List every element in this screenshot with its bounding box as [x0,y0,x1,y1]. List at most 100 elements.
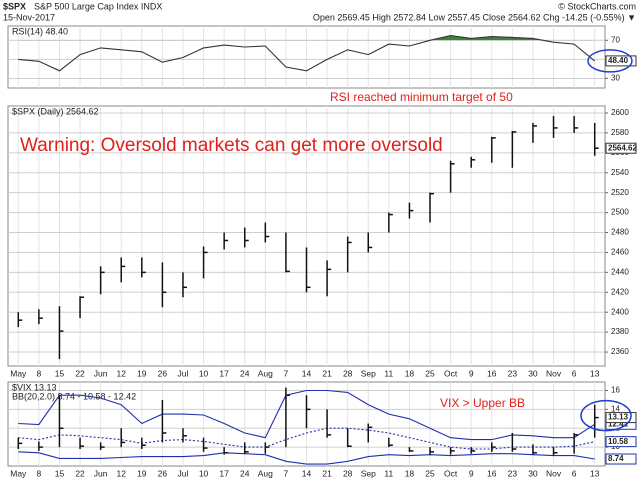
y-tick-label: 2360 [611,347,629,356]
x-tick-label: Nov [546,368,562,378]
value-tag [605,453,637,465]
value-tag-label: 8.74 [608,454,624,463]
x-tick-label: 18 [405,468,415,478]
y-tick-label: 2500 [611,208,629,217]
x-tick-label: 14 [302,468,312,478]
x-tick-label: 8 [37,468,42,478]
highlight-circle [580,399,632,432]
annotation: VIX > Upper BB [440,396,525,410]
x-tick-label: 15 [55,468,65,478]
value-tag-label: 12.42 [608,419,629,428]
x-tick-label: 22 [75,468,85,478]
y-tick-label: 2580 [611,128,629,137]
value-tag-label: 13.13 [608,413,629,422]
x-tick-label: May [10,368,27,378]
value-tag-label: 10.58 [608,437,629,446]
x-tick-label: 24 [240,468,250,478]
y-tick-label: 2380 [611,327,629,336]
x-tick-label: Oct [444,368,458,378]
value-tag-label: 2564.62 [608,143,637,152]
x-tick-label: 28 [343,468,353,478]
value-tag [605,412,637,424]
x-tick-label: 19 [137,468,147,478]
copyright: © StockCharts.com [558,1,636,11]
x-tick-label: 10 [199,468,209,478]
y-tick-label: 2460 [611,248,629,257]
x-tick-label: Sep [361,368,376,378]
x-tick-label: 16 [487,468,497,478]
x-tick-label: 11 [384,468,393,478]
x-tick-label: 14 [302,368,312,378]
panel-subtitle: BB(20,2.0) 8.74 - 10.58 - 12.42 [12,391,136,401]
x-tick-label: 22 [75,368,85,378]
x-tick-label: 21 [322,468,332,478]
quote: Open 2569.45 High 2572.84 Low 2557.45 Cl… [313,12,636,22]
y-tick-label: 70 [611,35,620,44]
x-tick-label: 25 [425,368,435,378]
x-tick-label: 12 [116,468,126,478]
y-tick-label: 2520 [611,188,629,197]
value-tag [605,55,637,67]
x-tick-label: Aug [258,368,273,378]
x-tick-label: 10 [199,368,209,378]
x-tick-label: 13 [590,368,600,378]
rsi-line [18,34,596,72]
y-tick-label: 14 [611,404,620,413]
x-tick-label: 30 [528,468,538,478]
x-tick-label: 25 [425,468,435,478]
x-tick-label: 6 [572,368,577,378]
x-tick-label: 6 [572,468,577,478]
x-tick-label: 18 [405,368,415,378]
x-tick-label: 13 [590,468,600,478]
panel-title: $VIX 13.13 [12,382,57,392]
highlight-circle [587,49,633,73]
x-tick-label: 30 [528,368,538,378]
x-tick-label: Nov [546,468,562,478]
x-tick-label: 26 [158,368,168,378]
upper-band [18,389,595,441]
x-tick-label: 28 [343,368,353,378]
x-tick-label: 23 [508,468,518,478]
x-tick-label: 21 [322,368,332,378]
x-tick-label: 24 [240,368,250,378]
x-tick-label: Jun [94,468,108,478]
y-tick-label: 2400 [611,307,629,316]
x-tick-label: 17 [219,368,229,378]
y-tick-label: 2600 [611,108,629,117]
y-tick-label: 2440 [611,267,629,276]
x-tick-label: 16 [487,368,497,378]
x-tick-label: 19 [137,368,147,378]
x-tick-label: 8 [37,368,42,378]
annotation: Warning: Oversold markets can get more o… [20,135,443,156]
x-tick-label: Jun [94,368,108,378]
x-tick-label: May [10,468,27,478]
y-tick-label: 2480 [611,228,629,237]
x-tick-label: 9 [469,468,474,478]
x-tick-label: 12 [116,368,126,378]
value-tag [605,436,637,448]
y-tick-label: 2420 [611,287,629,296]
index-name: S&P 500 Large Cap Index INDX [34,1,162,11]
x-tick-label: Jul [178,468,189,478]
x-tick-label: 9 [469,368,474,378]
value-tag [605,142,637,154]
x-tick-label: Oct [444,468,458,478]
y-tick-label: 2540 [611,168,629,177]
middle-band [18,427,595,450]
y-tick-label: 30 [611,74,620,83]
y-tick-label: 16 [611,386,620,395]
x-tick-label: Aug [258,468,273,478]
x-tick-label: 15 [55,368,65,378]
x-tick-label: 7 [284,468,289,478]
x-tick-label: 7 [284,368,289,378]
value-tag-label: 48.40 [608,56,629,65]
x-tick-label: Jul [178,368,189,378]
x-tick-label: 23 [508,368,518,378]
x-tick-label: 11 [384,368,393,378]
panel-title: $SPX (Daily) 2564.62 [12,106,99,116]
date: 15-Nov-2017 [3,12,55,22]
panel-title: RSI(14) 48.40 [12,26,68,36]
x-tick-label: 17 [219,468,229,478]
x-tick-label: 26 [158,468,168,478]
